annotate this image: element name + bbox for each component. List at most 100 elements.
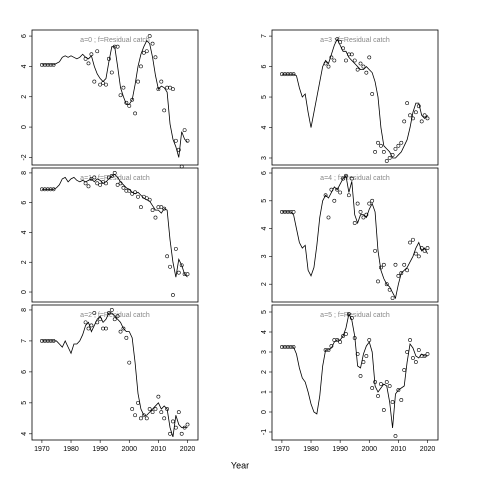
data-point [136, 400, 140, 405]
data-point [136, 194, 140, 199]
data-point [413, 110, 418, 115]
data-point [358, 61, 363, 66]
data-point [425, 246, 430, 250]
data-point [335, 338, 340, 342]
data-point [370, 386, 375, 390]
data-point [162, 416, 167, 421]
data-point [323, 61, 328, 66]
data-point [98, 82, 103, 87]
data-point [405, 268, 410, 273]
data-point [361, 215, 366, 220]
data-point [147, 407, 152, 411]
data-point [147, 197, 152, 202]
x-tick-label: 1970 [34, 446, 50, 453]
data-point [396, 143, 401, 148]
data-point [179, 263, 184, 268]
data-point [364, 70, 369, 75]
data-point [332, 58, 337, 63]
model-line [41, 39, 188, 158]
y-tick-label: 0 [261, 410, 268, 414]
y-tick-label: -1 [261, 429, 268, 435]
data-point [121, 85, 126, 90]
model-line [41, 312, 188, 438]
y-tick-label: 5 [261, 95, 268, 99]
panel-frame [271, 304, 439, 441]
data-point [364, 212, 369, 217]
data-point [147, 34, 152, 38]
data-point [141, 50, 146, 55]
data-point [399, 140, 404, 145]
data-point [416, 104, 421, 109]
y-tick-label: 6 [21, 34, 28, 38]
panel-title: a=5 ; f=Residual catch [320, 312, 390, 319]
data-point [390, 400, 395, 404]
y-tick-label: 6 [261, 65, 268, 69]
panel-frame [271, 167, 439, 303]
data-point [408, 113, 412, 118]
data-point [373, 149, 377, 154]
data-point [168, 264, 172, 269]
data-point [127, 103, 132, 108]
data-point [422, 354, 427, 358]
data-point [51, 339, 56, 343]
y-tick-label: 6 [21, 370, 28, 374]
data-point [86, 61, 91, 66]
data-point [411, 356, 415, 360]
data-point [159, 410, 164, 415]
data-point [387, 384, 392, 388]
data-point [326, 215, 331, 220]
data-point [139, 416, 143, 421]
data-point [399, 271, 404, 275]
y-tick-label: 2 [21, 260, 28, 264]
y-tick-label: 4 [261, 330, 268, 334]
data-point [370, 198, 375, 203]
data-point [346, 312, 351, 316]
data-point [127, 188, 132, 193]
data-point [150, 41, 155, 46]
data-point [98, 317, 103, 322]
data-point [323, 193, 328, 198]
data-point [173, 246, 178, 251]
data-point [329, 344, 334, 348]
data-point [381, 262, 386, 267]
data-point [346, 193, 351, 198]
y-tick-label: 2 [261, 370, 268, 374]
data-point [51, 62, 56, 67]
data-point [118, 329, 123, 334]
y-tick-label: 1 [261, 390, 268, 394]
data-point [355, 352, 360, 356]
data-point [355, 201, 360, 206]
data-point [104, 326, 108, 331]
data-point [367, 201, 372, 206]
data-point [405, 350, 410, 354]
data-point [106, 175, 111, 180]
data-point [326, 64, 331, 69]
y-tick-label: 3 [261, 350, 268, 354]
data-point [92, 311, 97, 315]
data-point [326, 348, 331, 352]
data-point [384, 380, 389, 384]
data-point [51, 187, 56, 192]
y-tick-label: 4 [21, 432, 28, 436]
data-point [402, 119, 407, 124]
data-point [115, 314, 120, 319]
data-point [387, 156, 392, 160]
y-tick-label: 6 [21, 201, 28, 205]
data-point [106, 311, 111, 315]
data-point [393, 146, 398, 151]
data-point [127, 360, 132, 365]
x-tick-label: 1980 [63, 446, 79, 453]
data-point [104, 82, 108, 87]
data-point [335, 187, 340, 192]
data-point [176, 270, 181, 275]
x-tick-label: 2020 [420, 446, 436, 453]
model-line [41, 173, 188, 278]
data-point [150, 410, 155, 415]
data-point [355, 67, 360, 72]
data-point [168, 431, 172, 436]
data-point [402, 262, 407, 267]
data-point [153, 215, 158, 220]
data-point [411, 116, 415, 121]
